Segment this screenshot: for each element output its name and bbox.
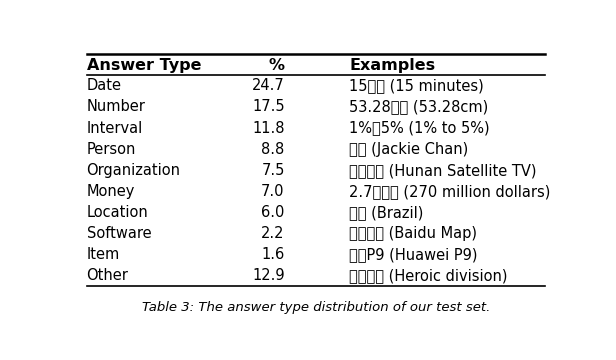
Text: 12.9: 12.9 [252, 268, 285, 283]
Text: Date: Date [86, 78, 121, 93]
Text: 2.7亿美元 (270 million dollars): 2.7亿美元 (270 million dollars) [349, 184, 551, 199]
Text: Number: Number [86, 99, 145, 114]
Text: Answer Type: Answer Type [86, 58, 201, 73]
Text: 1.6: 1.6 [261, 247, 285, 262]
Text: Organization: Organization [86, 163, 180, 177]
Text: %: % [269, 58, 285, 73]
Text: 湖南卫视 (Hunan Satellite TV): 湖南卫视 (Hunan Satellite TV) [349, 163, 537, 177]
Text: Table 3: The answer type distribution of our test set.: Table 3: The answer type distribution of… [142, 301, 490, 314]
Text: 巴西 (Brazil): 巴西 (Brazil) [349, 205, 423, 220]
Text: 2.2: 2.2 [261, 226, 285, 241]
Text: Person: Person [86, 141, 136, 157]
Text: Money: Money [86, 184, 135, 199]
Text: 成龙 (Jackie Chan): 成龙 (Jackie Chan) [349, 141, 468, 157]
Text: 53.28厘米 (53.28cm): 53.28厘米 (53.28cm) [349, 99, 488, 114]
Text: 7.0: 7.0 [261, 184, 285, 199]
Text: 6.0: 6.0 [261, 205, 285, 220]
Text: Item: Item [86, 247, 120, 262]
Text: 17.5: 17.5 [252, 99, 285, 114]
Text: 24.7: 24.7 [252, 78, 285, 93]
Text: 1%脲5% (1% to 5%): 1%脲5% (1% to 5%) [349, 121, 490, 135]
Text: 百度地图 (Baidu Map): 百度地图 (Baidu Map) [349, 226, 477, 241]
Text: 11.8: 11.8 [252, 121, 285, 135]
Text: Examples: Examples [349, 58, 436, 73]
Text: Location: Location [86, 205, 148, 220]
Text: 7.5: 7.5 [261, 163, 285, 177]
Text: 华为P9 (Huawei P9): 华为P9 (Huawei P9) [349, 247, 477, 262]
Text: 8.8: 8.8 [261, 141, 285, 157]
Text: Other: Other [86, 268, 128, 283]
Text: 15分钟 (15 minutes): 15分钟 (15 minutes) [349, 78, 484, 93]
Text: 群雄割据 (Heroic division): 群雄割据 (Heroic division) [349, 268, 508, 283]
Text: Software: Software [86, 226, 151, 241]
Text: Interval: Interval [86, 121, 143, 135]
